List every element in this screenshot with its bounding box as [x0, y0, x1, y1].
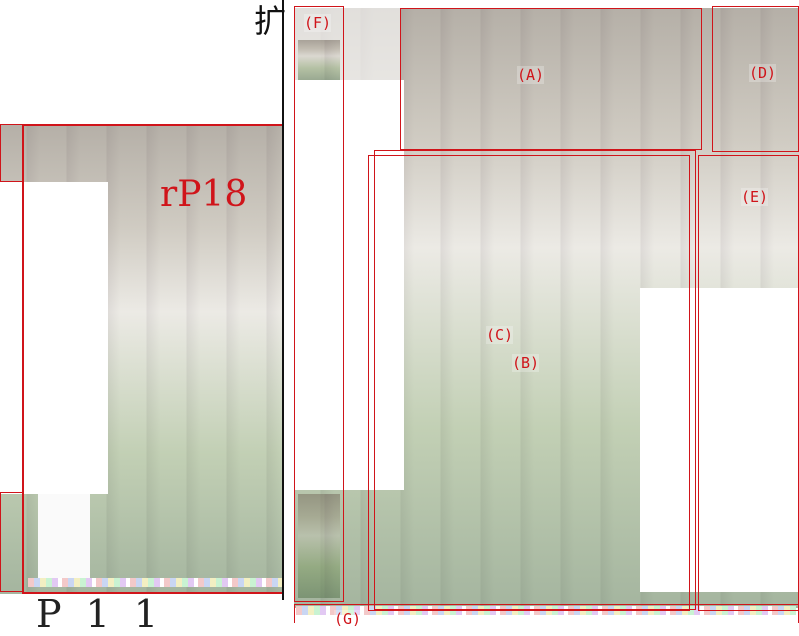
top-glyph: 扩 — [254, 2, 287, 40]
region-f-label: (F) — [304, 14, 332, 32]
region-f-thumb-bottom — [298, 494, 340, 598]
region-g-box — [294, 604, 799, 623]
left-panel-inner-box-lower — [0, 492, 24, 592]
region-c-box — [374, 150, 696, 610]
region-d-label: (D) — [749, 64, 777, 82]
region-b-box — [368, 155, 690, 611]
region-e-label: (E) — [741, 188, 769, 206]
left-photo-whiteout — [0, 182, 108, 494]
left-panel-inner-box — [0, 124, 24, 182]
region-a-box — [400, 8, 702, 150]
region-e-box — [698, 155, 799, 611]
region-g-label: (G) — [334, 610, 362, 628]
panel-divider — [282, 0, 284, 600]
region-a-label: (A) — [517, 66, 545, 84]
region-b-label: (B) — [512, 354, 540, 372]
region-c-label: (C) — [486, 326, 514, 344]
left-bottom-text: P 1 1 — [36, 592, 165, 636]
region-f-thumb-top — [298, 40, 340, 80]
left-panel-label: rP18 — [160, 174, 248, 215]
right-whiteout-right — [640, 288, 799, 592]
right-whiteout-left — [294, 80, 404, 490]
region-f-box — [294, 6, 344, 602]
left-photo-whiteout-lower — [38, 494, 90, 579]
left-color-strip — [28, 578, 282, 587]
